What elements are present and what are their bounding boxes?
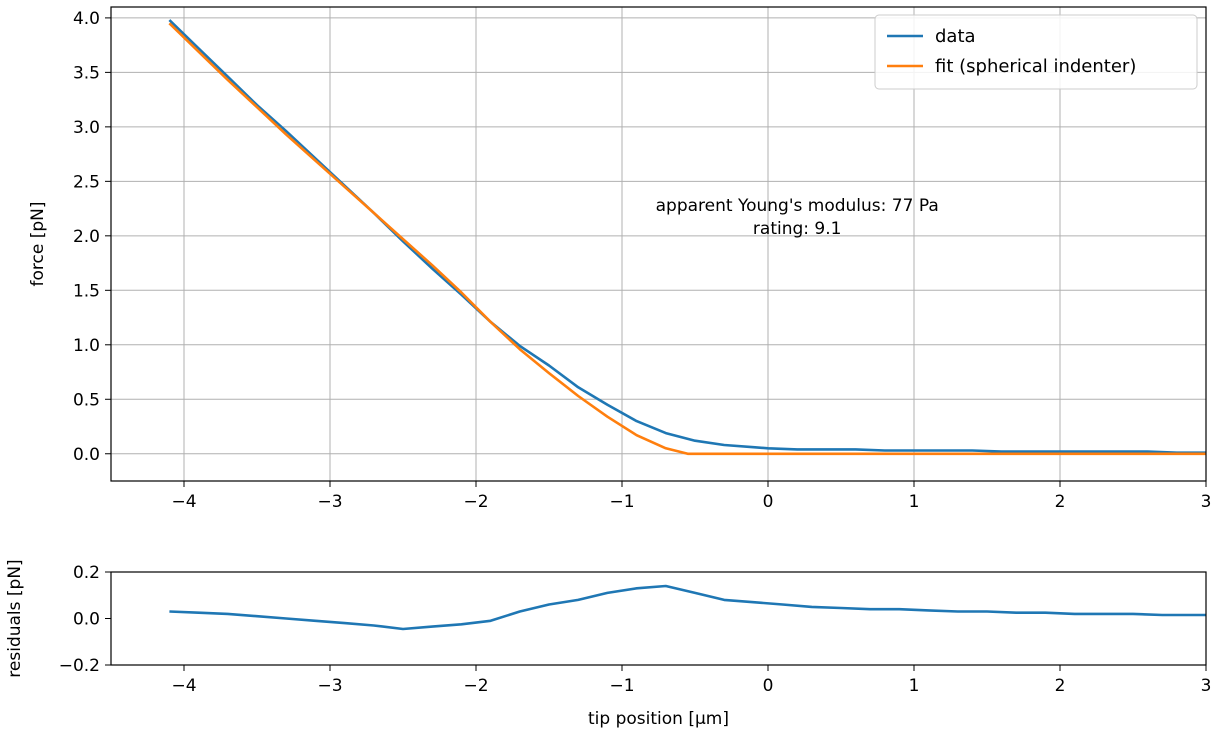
x-tick-label: 1	[909, 676, 920, 696]
x-tick-label: 0	[763, 492, 774, 512]
y-tick-label: 4.0	[73, 9, 100, 29]
x-tick-label: 2	[1055, 492, 1066, 512]
legend-label: fit (spherical indenter)	[935, 56, 1136, 77]
x-tick-label: 3	[1201, 492, 1212, 512]
x-tick-label: −2	[463, 492, 488, 512]
x-tick-label: −3	[317, 492, 342, 512]
y-tick-label: 0.2	[73, 563, 100, 583]
x-tick-label: −1	[609, 492, 634, 512]
y-tick-label: 1.0	[73, 336, 100, 356]
x-tick-label: −4	[171, 492, 196, 512]
y-tick-label: −0.2	[59, 656, 100, 676]
x-tick-label: −3	[317, 676, 342, 696]
x-tick-label: −4	[171, 676, 196, 696]
y-tick-label: 3.0	[73, 118, 100, 138]
x-tick-label: 2	[1055, 676, 1066, 696]
y-tick-label: 0.0	[73, 445, 100, 465]
axes-frame	[110, 6, 1207, 482]
series-line-residuals	[169, 584, 1206, 631]
legend-label: data	[935, 26, 976, 47]
annotation-line: rating: 9.1	[753, 219, 842, 239]
x-tick-label: 1	[909, 492, 920, 512]
x-tick-label: −1	[609, 676, 634, 696]
y-axis-label: residuals [pN]	[5, 559, 25, 677]
x-tick-label: 3	[1201, 676, 1212, 696]
legend-box	[874, 14, 1198, 90]
y-tick-label: 2.0	[73, 227, 100, 247]
x-tick-label: 0	[763, 676, 774, 696]
annotation-line: apparent Young's modulus: 77 Pa	[656, 196, 939, 216]
y-tick-label: 1.5	[73, 281, 100, 301]
x-axis-label: tip position [μm]	[588, 709, 729, 729]
y-tick-label: 3.5	[73, 63, 100, 83]
x-tick-label: −2	[463, 676, 488, 696]
y-tick-label: 2.5	[73, 172, 100, 192]
y-tick-label: 0.5	[73, 390, 100, 410]
y-tick-label: 0.0	[73, 610, 100, 630]
series-line-fit	[168, 22, 1206, 456]
y-axis-label: force [pN]	[28, 202, 48, 287]
residuals-panel: −4 −3 −2 −1 0 1 2 3 −0.2 0.0 0.2 residuals [pN] tip …	[5, 559, 1211, 729]
legend: data fit (spherical indenter)	[874, 14, 1198, 90]
force-panel: −4 −3 −2 −1 0 1 2 3 0.0 0.5 1.0 1.5 2.0 2.5 3.0 3.5 4.0 f…	[28, 6, 1212, 512]
